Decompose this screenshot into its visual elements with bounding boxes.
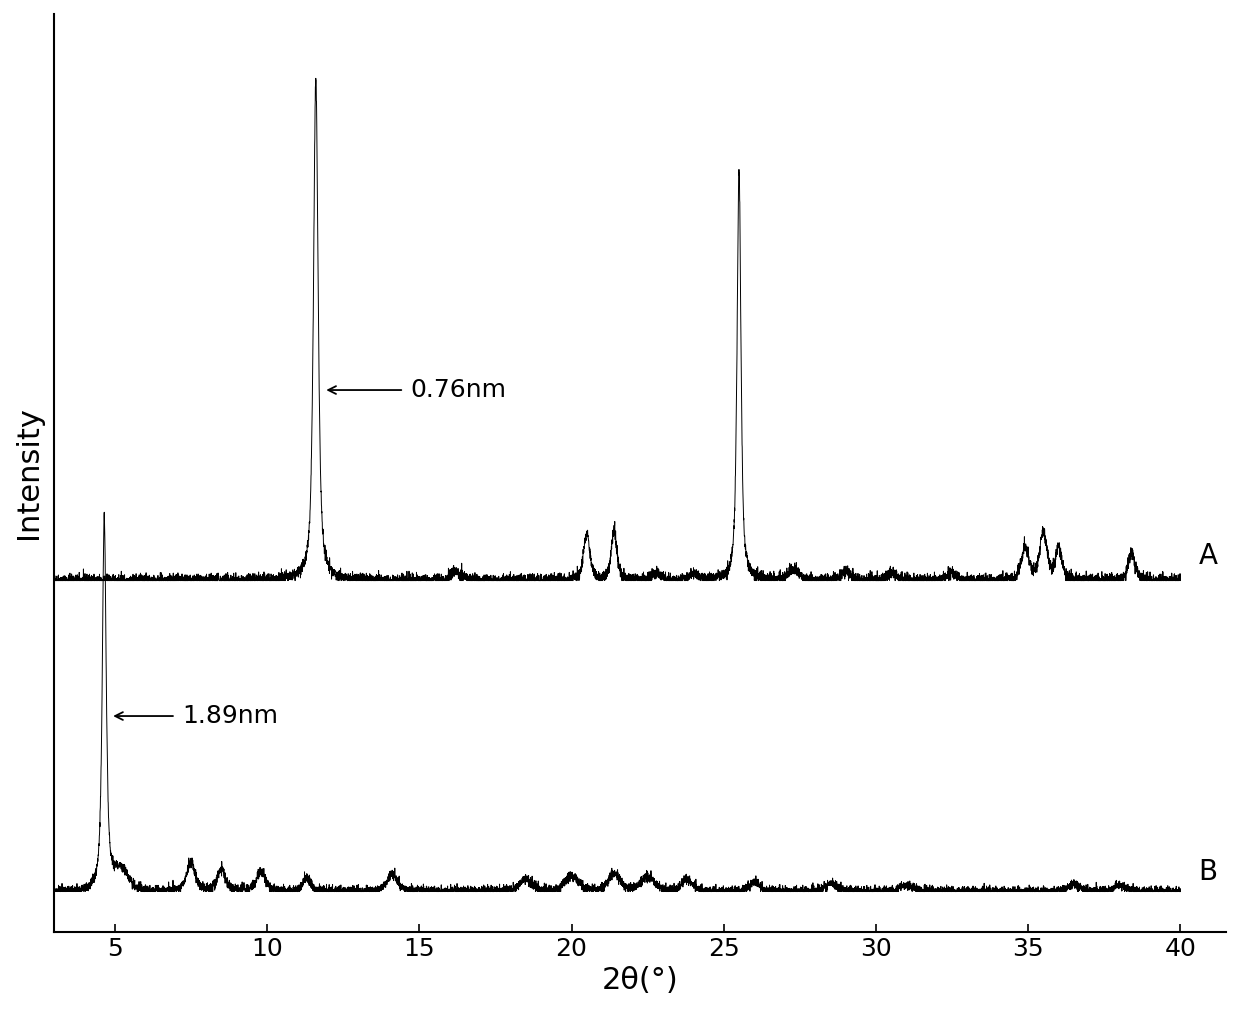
Text: 0.76nm: 0.76nm (410, 378, 506, 402)
Text: A: A (1199, 542, 1218, 569)
Text: 1.89nm: 1.89nm (182, 704, 278, 728)
Y-axis label: Intensity: Intensity (14, 407, 43, 539)
X-axis label: 2θ(°): 2θ(°) (601, 966, 678, 995)
Text: B: B (1199, 858, 1218, 886)
